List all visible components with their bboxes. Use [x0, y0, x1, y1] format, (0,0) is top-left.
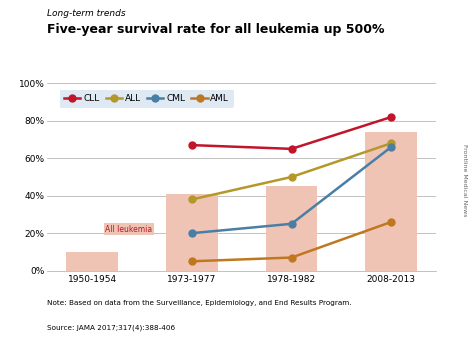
Text: Frontline Medical News: Frontline Medical News — [462, 144, 467, 217]
Legend: CLL, ALL, CML, AML: CLL, ALL, CML, AML — [60, 90, 234, 108]
Text: Note: Based on data from the Surveillance, Epidemiology, and End Results Program: Note: Based on data from the Surveillanc… — [47, 300, 352, 306]
Text: Source: JAMA 2017;317(4):388-406: Source: JAMA 2017;317(4):388-406 — [47, 324, 175, 331]
Bar — [365, 132, 417, 271]
Bar — [265, 186, 318, 271]
Bar — [66, 252, 118, 271]
Text: Five-year survival rate for all leukemia up 500%: Five-year survival rate for all leukemia… — [47, 23, 385, 35]
Bar — [166, 194, 218, 271]
Text: All leukemia: All leukemia — [105, 225, 152, 234]
Text: Long-term trends: Long-term trends — [47, 9, 126, 18]
